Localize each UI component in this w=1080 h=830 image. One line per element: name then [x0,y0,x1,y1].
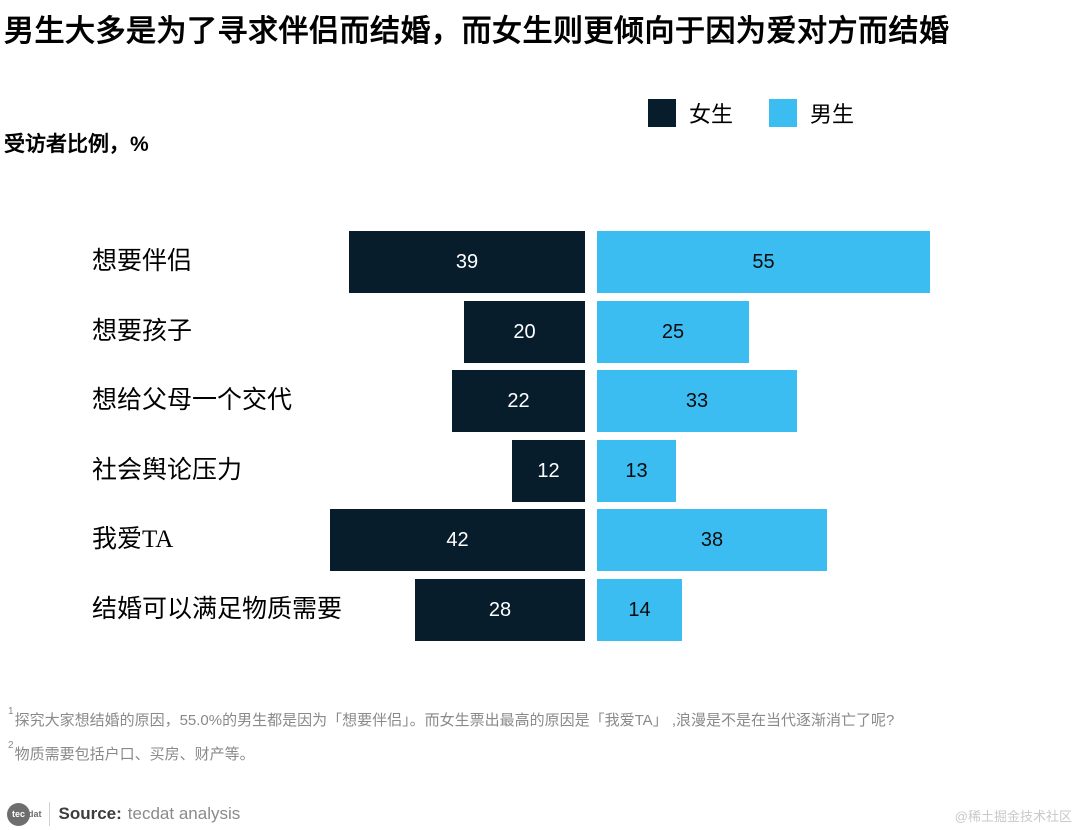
bar-value-label: 28 [488,598,512,621]
bar-value-label: 39 [455,250,479,273]
chart-title: 男生大多是为了寻求伴侣而结婚，而女生则更倾向于因为爱对方而结婚 [4,15,950,48]
source-value: tecdat analysis [127,804,241,823]
category-label: 我爱TA [92,526,174,553]
source-row: tec dat Source: tecdat analysis [7,801,240,827]
legend-swatch-male [769,99,798,127]
bar-value-label: 42 [446,528,469,551]
bar-female: 20 [464,301,585,363]
tecdat-logo-suffix: dat [28,809,42,819]
bar-male: 55 [597,231,930,293]
legend-item-male: 男生 [769,97,854,129]
category-label: 想给父母一个交代 [92,387,293,414]
category-label: 想要伴侣 [92,248,193,275]
axis-label: 受访者比例，% [4,133,149,156]
chart-row: 想给父母一个交代 22 33 [0,370,1080,432]
bar-female: 42 [330,509,585,571]
tecdat-logo-circle: tec [7,802,30,826]
chart-row: 想要孩子 20 25 [0,301,1080,363]
source-label: Source: [58,804,122,823]
bar-male: 33 [597,370,797,432]
legend: 女生 男生 [648,97,854,129]
bar-male: 25 [597,301,749,363]
bar-female: 22 [452,370,585,432]
bar-value-label: 38 [700,528,724,551]
footnote-1: 1探究大家想结婚的原因，55.0%的男生都是因为「想要伴侣」。而女生票出最高的原… [8,706,895,730]
chart: 想要伴侣 39 55 想要孩子 20 25 想给父母一个交代 22 33 社会舆论压力 12 13 我爱… [0,231,1080,643]
legend-item-female: 女生 [648,97,733,129]
source-divider [48,802,50,826]
bar-value-label: 20 [513,320,536,343]
chart-row: 想要伴侣 39 55 [0,231,1080,293]
legend-swatch-female [648,99,676,127]
legend-label-female: 女生 [689,102,734,127]
watermark: @稀土掘金技术社区 [954,809,1072,824]
category-label: 社会舆论压力 [92,457,243,484]
footnote-1-text: 探究大家想结婚的原因，55.0%的男生都是因为「想要伴侣」。而女生票出最高的原因… [14,712,895,729]
bar-male: 13 [597,440,676,502]
chart-row: 结婚可以满足物质需要 28 14 [0,579,1080,641]
bar-male: 38 [597,509,827,571]
footnote-2-text: 物质需要包括户口、买房、财产等。 [14,746,255,763]
footnote-1-marker: 1 [8,706,14,717]
bar-female: 12 [512,440,585,502]
bar-value-label: 14 [628,598,651,621]
bar-value-label: 25 [661,320,685,343]
chart-row: 社会舆论压力 12 13 [0,440,1080,502]
legend-label-male: 男生 [810,102,855,127]
tecdat-logo: tec dat [7,802,42,826]
bar-value-label: 22 [507,389,530,412]
bar-value-label: 55 [752,250,775,273]
footnote-2: 2物质需要包括户口、买房、财产等。 [8,740,255,764]
bar-value-label: 12 [537,459,560,482]
category-label: 想要孩子 [92,318,193,345]
bar-female: 28 [415,579,585,641]
footnote-2-marker: 2 [8,740,14,751]
bar-male: 14 [597,579,682,641]
bar-value-label: 13 [625,459,648,482]
bar-value-label: 33 [685,389,709,412]
bar-female: 39 [349,231,585,293]
category-label: 结婚可以满足物质需要 [92,596,343,623]
chart-row: 我爱TA 42 38 [0,509,1080,571]
